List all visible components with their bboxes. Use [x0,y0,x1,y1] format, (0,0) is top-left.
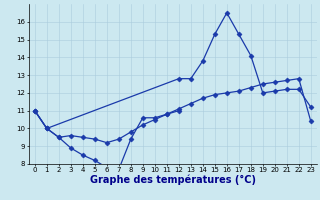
X-axis label: Graphe des températures (°C): Graphe des températures (°C) [90,175,256,185]
